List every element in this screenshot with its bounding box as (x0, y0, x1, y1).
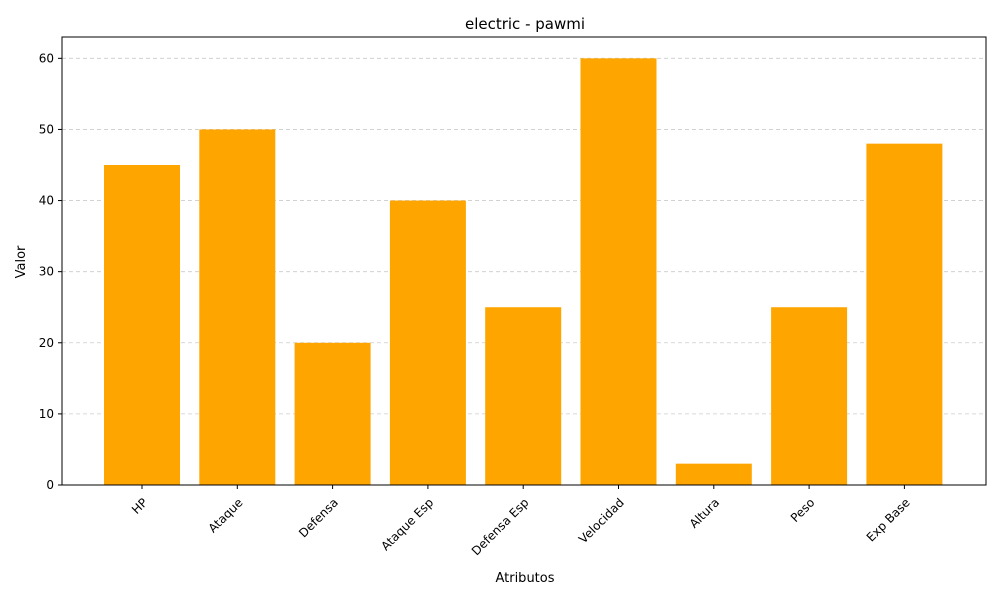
bar-velocidad (580, 58, 657, 485)
bar-defensa (294, 342, 371, 485)
x-tick-label: HP (129, 495, 150, 516)
y-tick-label: 0 (46, 478, 54, 492)
bar-ataque-esp (389, 200, 466, 486)
x-tick-label: Exp Base (864, 495, 913, 544)
y-tick-label: 50 (39, 122, 54, 136)
x-tick-label: Ataque Esp (378, 495, 436, 553)
x-tick-label: Defensa (296, 495, 341, 540)
bar-exp-base (866, 143, 943, 485)
x-axis: HP Ataque Defensa Ataque Esp Defensa Esp Velo… (129, 485, 913, 558)
y-axis-label: Valor (14, 245, 29, 278)
x-tick-label: Peso (788, 495, 818, 525)
x-axis-label: Atributos (495, 571, 554, 586)
bar-peso (771, 307, 848, 485)
bars (104, 58, 943, 486)
bar-hp (104, 165, 180, 485)
x-tick-label: Altura (687, 495, 722, 530)
x-tick-label: Defensa Esp (469, 495, 532, 558)
chart-title: electric - pawmi (465, 15, 585, 33)
y-tick-label: 40 (39, 194, 54, 208)
x-tick-label: Velocidad (576, 495, 627, 546)
bar-defensa-esp (485, 307, 562, 485)
y-axis: 0 10 20 30 40 50 60 (39, 51, 62, 492)
plot-frame (61, 36, 987, 486)
bar-altura (675, 463, 752, 485)
y-tick-label: 60 (39, 51, 54, 65)
x-tick-label: Ataque (206, 495, 246, 535)
bar-ataque (199, 129, 276, 485)
y-tick-label: 30 (39, 265, 54, 279)
y-tick-label: 10 (39, 407, 54, 421)
y-tick-label: 20 (39, 336, 54, 350)
